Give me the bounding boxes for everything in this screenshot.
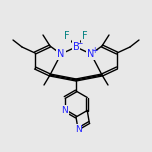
Text: −: − [76, 40, 83, 48]
Text: B: B [73, 42, 79, 52]
Text: +: + [91, 46, 98, 55]
Text: N: N [87, 49, 95, 59]
Text: N: N [57, 49, 65, 59]
Text: N: N [61, 106, 68, 115]
Text: F: F [64, 31, 70, 41]
Text: N: N [75, 124, 81, 133]
Text: F: F [82, 31, 88, 41]
